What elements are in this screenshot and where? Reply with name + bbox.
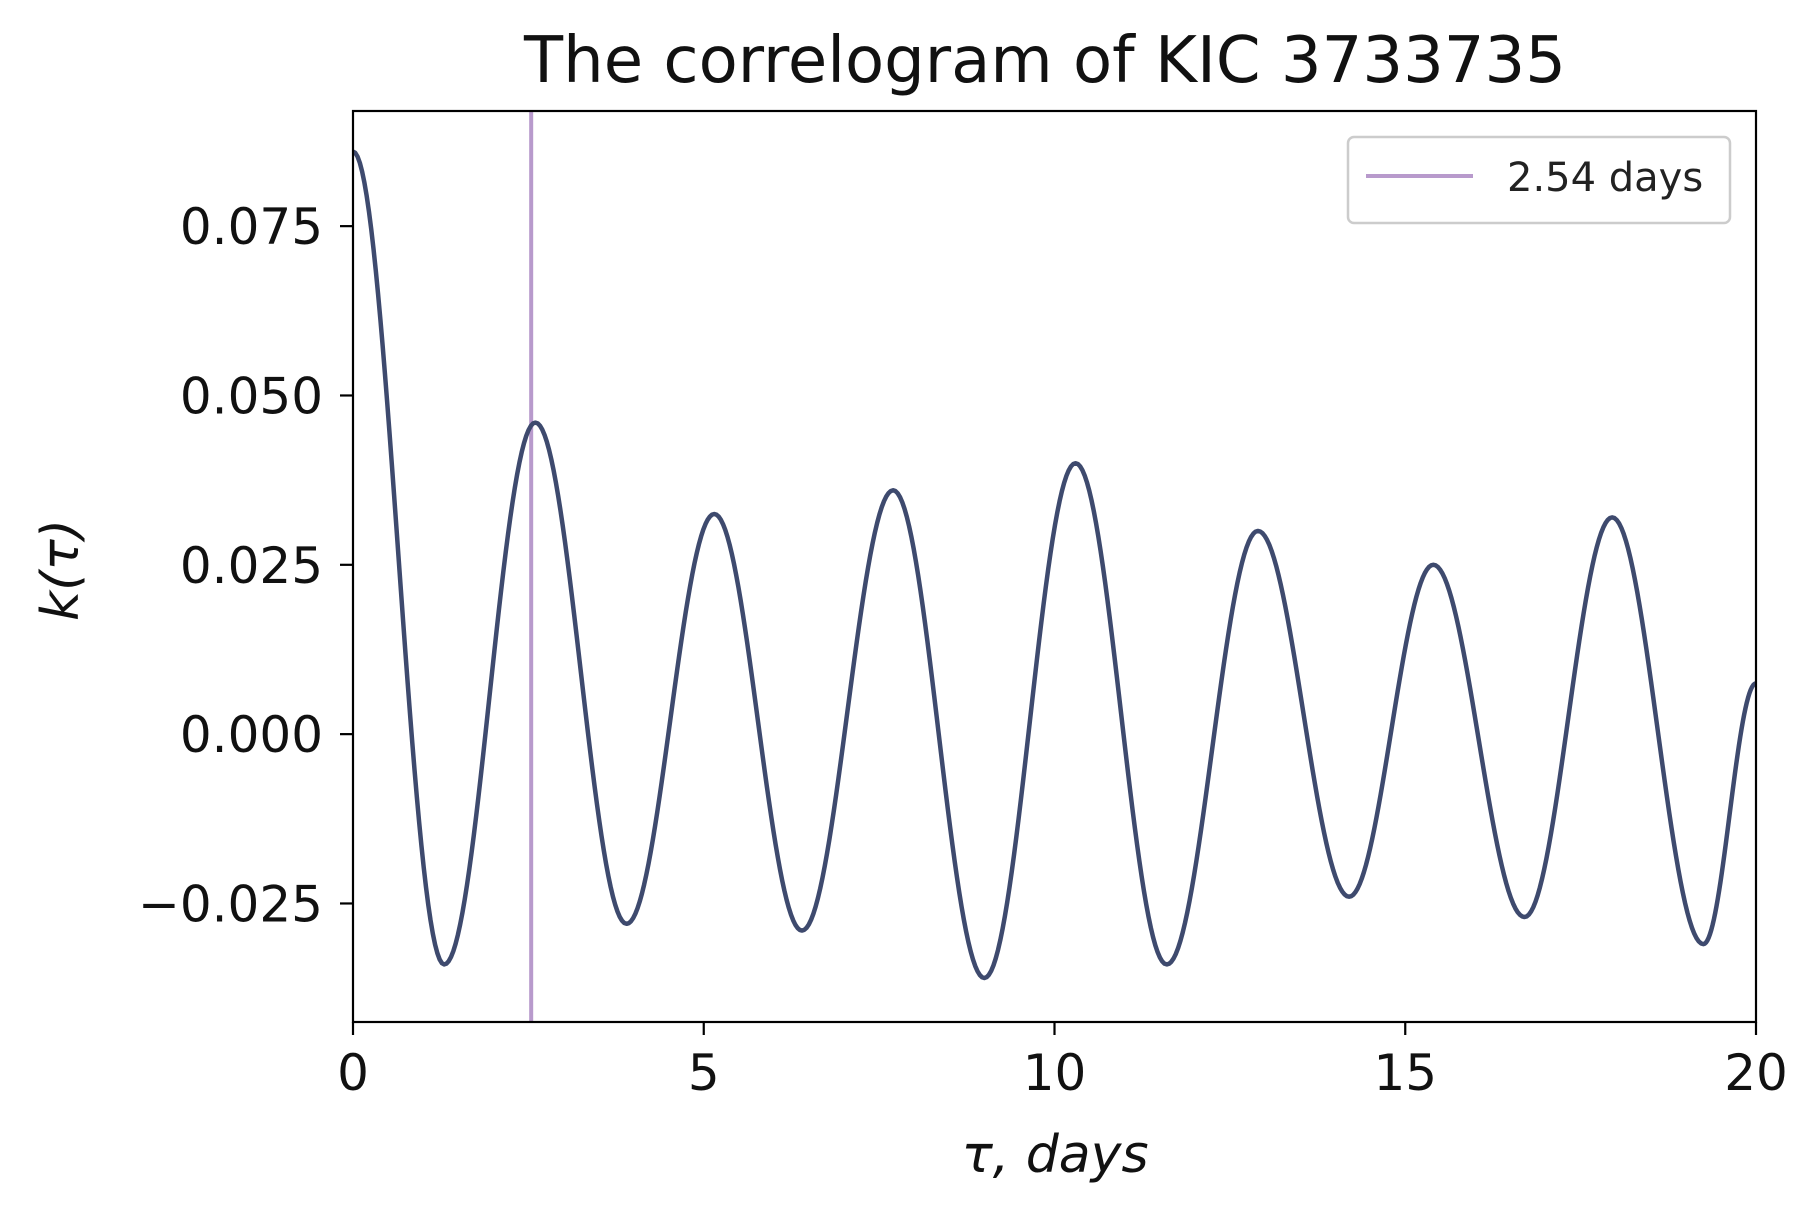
y-tick-label: 0.025 [180, 537, 323, 595]
y-tick-label: 0.050 [180, 367, 323, 425]
y-tick-label: 0.000 [180, 706, 323, 764]
correlogram-line [351, 149, 1757, 981]
x-axis-label: τ, days [961, 1125, 1148, 1185]
x-axis: 0 5 10 15 20 [337, 1022, 1788, 1102]
y-tick-label: 0.075 [180, 198, 323, 256]
plot-area [351, 111, 1757, 1022]
legend-box [1346, 135, 1732, 225]
y-tick-label: −0.025 [138, 875, 323, 933]
legend: 2.54 days [1346, 135, 1732, 225]
x-tick-label: 0 [337, 1044, 369, 1102]
y-axis: −0.025 0.000 0.025 0.050 0.075 [138, 198, 353, 933]
x-tick-label: 10 [1023, 1044, 1087, 1102]
x-tick-label: 5 [688, 1044, 720, 1102]
chart-title: The correlogram of KIC 3733735 [523, 24, 1566, 98]
x-tick-label: 15 [1373, 1044, 1437, 1102]
y-axis-label: k(τ) [31, 519, 91, 621]
x-tick-label: 20 [1724, 1044, 1788, 1102]
legend-label: 2.54 days [1507, 155, 1703, 201]
